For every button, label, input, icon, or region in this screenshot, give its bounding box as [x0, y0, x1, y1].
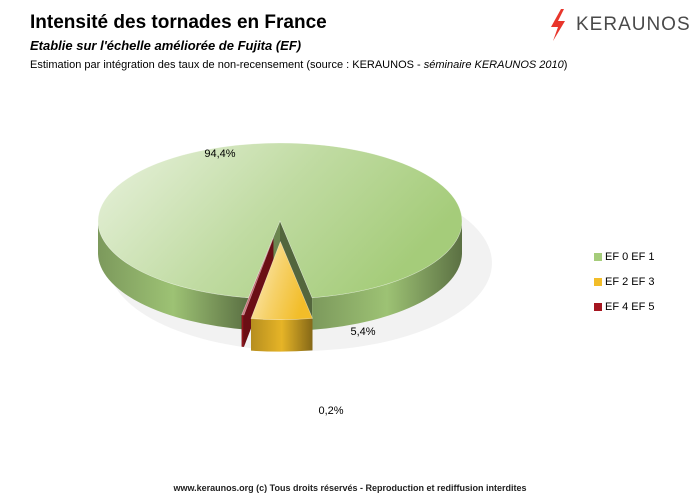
slice-side-wall	[312, 221, 463, 330]
legend-label: EF 2 EF 3	[605, 275, 655, 288]
slice-top-face	[97, 142, 463, 299]
logo-text: KERAUNOS	[576, 14, 691, 35]
source-note-seminar: séminaire KERAUNOS 2010	[423, 59, 564, 71]
chart-legend: EF 0 EF 1 EF 2 EF 3 EF 4 EF 5	[594, 244, 655, 319]
legend-swatch	[594, 302, 602, 311]
slice-side-wall	[98, 221, 249, 330]
source-note-main: Estimation par intégration des taux de n…	[30, 59, 424, 71]
source-note: Estimation par intégration des taux de n…	[30, 59, 567, 71]
legend-label: EF 0 EF 1	[605, 250, 655, 263]
chart-subtitle: Etablie sur l'échelle améliorée de Fujit…	[30, 38, 302, 53]
legend-item-ef4-ef5: EF 4 EF 5	[594, 294, 655, 319]
slice-top-face	[250, 240, 313, 320]
legend-item-ef2-ef3: EF 2 EF 3	[594, 269, 655, 294]
data-label: 5,4%	[350, 326, 375, 338]
chart-title: Intensité des tornades en France	[30, 12, 327, 33]
legend-swatch	[594, 252, 602, 261]
legend-label: EF 4 EF 5	[605, 300, 655, 313]
data-label: 94,4%	[204, 148, 235, 160]
data-label: 0,2%	[318, 405, 343, 417]
legend-item-ef0-ef1: EF 0 EF 1	[594, 244, 655, 269]
legend-swatch	[594, 277, 602, 286]
lightning-bolt-icon	[551, 9, 565, 41]
slice-side-wall	[251, 318, 313, 352]
footer-copyright: www.keraunos.org (c) Tous droits réservé…	[173, 483, 527, 493]
pie-slice	[250, 240, 313, 352]
slice-side-wall	[241, 314, 244, 347]
keraunos-logo: KERAUNOS	[548, 8, 693, 42]
slice-top-face	[241, 237, 274, 316]
source-note-end: )	[563, 59, 568, 71]
